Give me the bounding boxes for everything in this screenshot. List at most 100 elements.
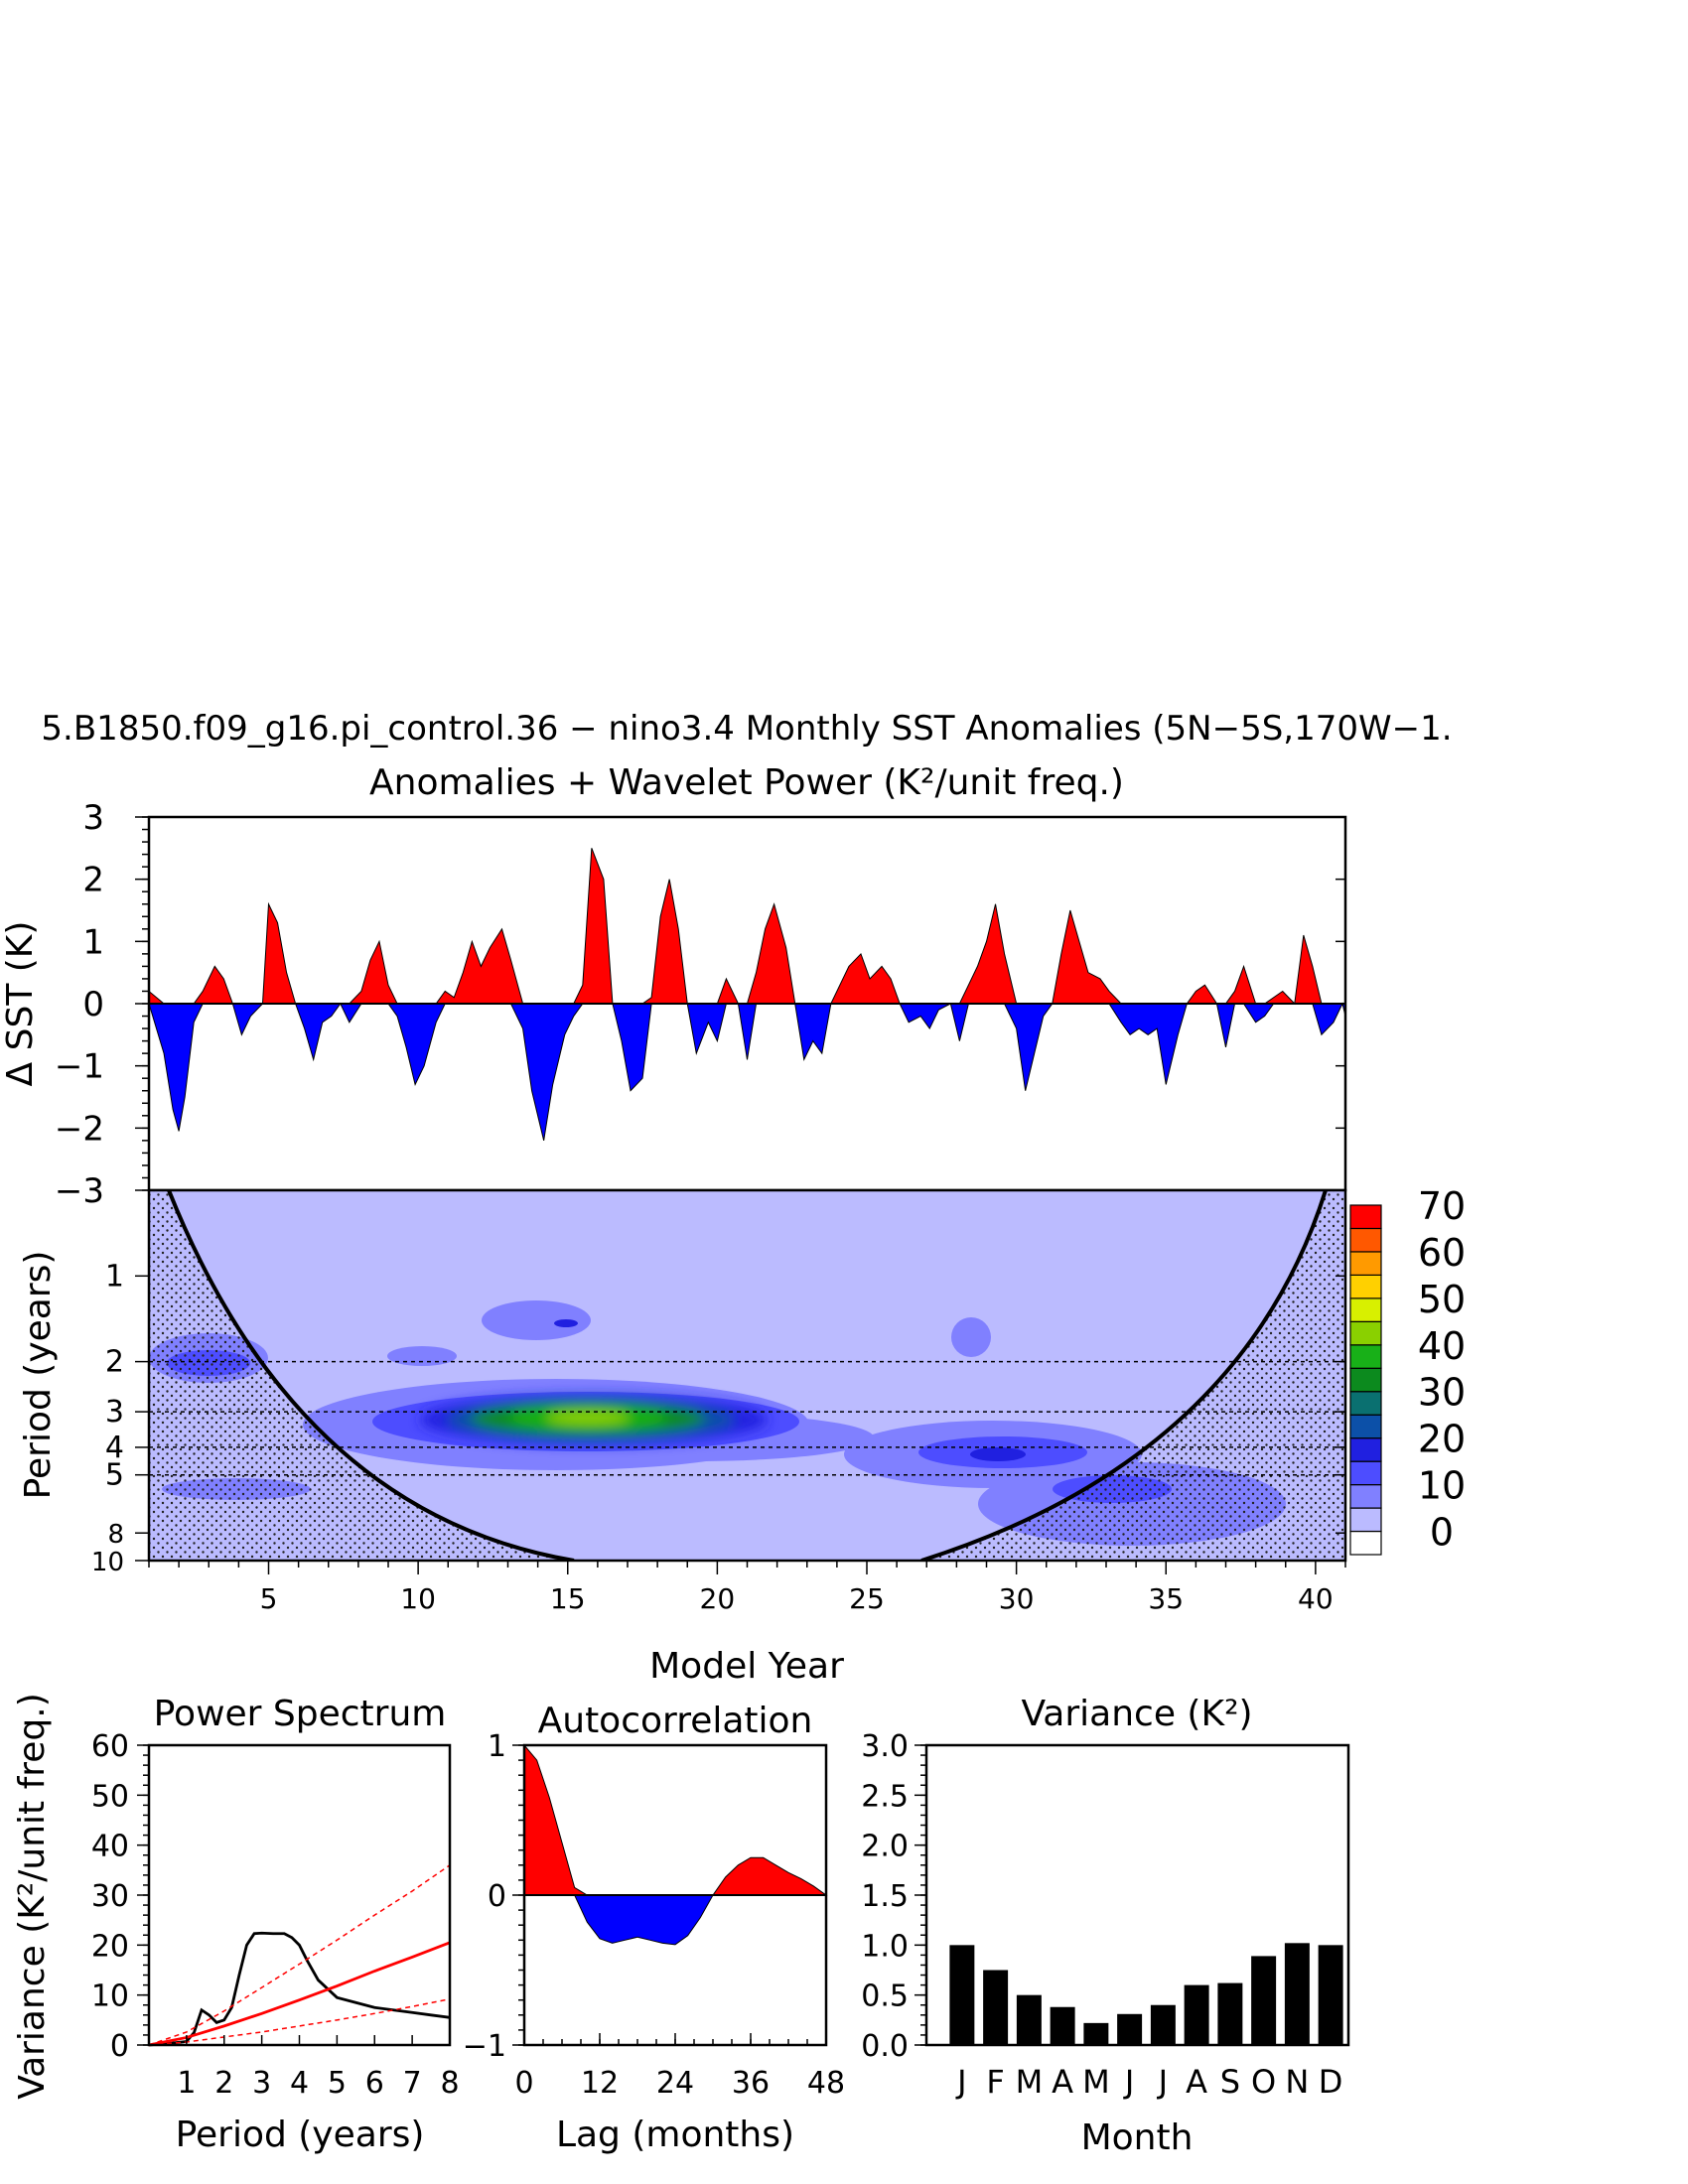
colorbar-swatch: [1349, 1204, 1382, 1230]
x-tick-label: 12: [581, 2066, 619, 2101]
x-tick-label: 25: [849, 1582, 885, 1615]
autocorrelation-ticks: 10−10 12 24 36 48: [463, 1729, 845, 2101]
colorbar-label: 60: [1418, 1231, 1466, 1275]
y-tick-label: 3: [105, 1395, 124, 1430]
sst-anomaly-panel: 3 2 1 0 −1 −2 −3 Δ SST (K): [0, 798, 1347, 1211]
wavelet-peak: [420, 1395, 768, 1444]
y-tick-label: 50: [91, 1779, 129, 1814]
autocorrelation-positive-area: [523, 1743, 828, 1896]
x-tick-label: A: [1052, 2063, 1073, 2101]
bar-A: [1184, 1984, 1209, 2045]
colorbar-swatch: [1349, 1251, 1382, 1277]
y-tick-label: 8: [107, 1520, 124, 1550]
x-tick-label: S: [1220, 2063, 1240, 2101]
y-tick-label: 2: [105, 1345, 124, 1380]
y-tick-label: −1: [55, 1047, 104, 1087]
y-tick-label: 5: [105, 1458, 124, 1493]
cone-of-influence-left: [149, 1190, 574, 1561]
x-tick-label: M: [1016, 2063, 1044, 2101]
sst-negative-area: [149, 1002, 1345, 1141]
bar-J: [949, 1945, 975, 2045]
spectrum-line-lower: [148, 1997, 451, 2046]
cone-of-influence-right: [921, 1190, 1345, 1561]
wavelet-x-label: Model Year: [649, 1646, 844, 1687]
x-tick-label: 48: [807, 2066, 845, 2101]
x-tick-label: 10: [400, 1582, 436, 1615]
bar-J: [1150, 2004, 1176, 2045]
x-tick-label: A: [1186, 2063, 1207, 2101]
y-tick-label: 2.0: [861, 1830, 909, 1864]
bar-M: [1016, 1994, 1042, 2045]
colorbar-swatch: [1349, 1530, 1382, 1556]
y-tick-label: 2: [82, 861, 104, 900]
contour-level-30: [970, 1447, 1026, 1461]
power-spectrum-ticks: 0 10 20 30 40 50 60 1 2 3 4 5 6 7 8: [91, 1729, 460, 2101]
autocorrelation-negative-area: [524, 1894, 826, 1946]
y-tick-label: −3: [55, 1171, 104, 1211]
autocorrelation-panel: 10−10 12 24 36 48 Autocorrelation Lag (month…: [463, 1701, 845, 2155]
x-tick-label: 2: [214, 2066, 233, 2101]
colorbar-swatch: [1349, 1460, 1382, 1486]
contour-level-10: [387, 1346, 457, 1366]
contour-level-10: [482, 1300, 591, 1340]
colorbar-label: 0: [1430, 1511, 1454, 1555]
colorbar-label: 20: [1418, 1418, 1466, 1461]
x-tick-label: 1: [177, 2066, 196, 2101]
x-tick-label: 7: [403, 2066, 422, 2101]
sst-y-label: Δ SST (K): [0, 921, 41, 1087]
cone-of-influence-line: [920, 1190, 1328, 1561]
x-tick-label: M: [1082, 2063, 1110, 2101]
figure-title: 5.B1850.f09_g16.pi_control.36 − nino3.4 …: [41, 709, 1452, 749]
x-tick-label: 35: [1148, 1582, 1184, 1615]
y-tick-label: 3.0: [861, 1729, 909, 1764]
y-tick-label: 40: [91, 1830, 129, 1864]
variance-x-label: Month: [1081, 2117, 1194, 2158]
y-tick-label: 30: [91, 1879, 129, 1914]
colorbar-swatch: [1349, 1320, 1382, 1346]
spectrum-line-upper: [148, 1864, 451, 2046]
autocorrelation-title: Autocorrelation: [538, 1701, 813, 1741]
x-tick-label: 6: [365, 2066, 384, 2101]
x-tick-label: D: [1319, 2063, 1343, 2101]
y-tick-label: −1: [463, 2029, 506, 2064]
variance-title: Variance (K²): [1021, 1694, 1252, 1734]
wavelet-y-label: Period (years): [18, 1251, 59, 1500]
bar-S: [1217, 1982, 1243, 2045]
contour-level-50: [546, 1411, 630, 1425]
power-spectrum-panel: 0 10 20 30 40 50 60 1 2 3 4 5 6 7 8 Power Spectrum Per…: [12, 1693, 460, 2155]
bar-F: [983, 1970, 1009, 2045]
x-tick-label: J: [955, 2063, 966, 2101]
y-tick-label: 10: [91, 1979, 129, 2014]
sst-positive-area: [149, 848, 1345, 1006]
colorbar-label: 10: [1418, 1464, 1466, 1508]
x-tick-label: 3: [252, 2066, 271, 2101]
x-tick-label: 8: [440, 2066, 459, 2101]
y-tick-label: 60: [91, 1729, 129, 1764]
colorbar-swatch: [1349, 1297, 1382, 1322]
y-tick-label: 4: [105, 1431, 124, 1465]
x-tick-label: 24: [656, 2066, 694, 2101]
x-tick-label: 5: [328, 2066, 347, 2101]
y-tick-label: 3: [82, 798, 104, 838]
x-tick-label: 40: [1298, 1582, 1334, 1615]
y-tick-label: 1.0: [861, 1929, 909, 1964]
y-tick-label: 0: [82, 985, 104, 1024]
colorbar-label: 70: [1418, 1184, 1466, 1228]
y-tick-label: −2: [55, 1109, 104, 1149]
significance-lines: [149, 1360, 1345, 1476]
colorbar-swatch: [1349, 1414, 1382, 1439]
x-tick-label: J: [1123, 2063, 1134, 2101]
colorbar-label: 50: [1418, 1278, 1466, 1321]
figure-subtitle: Anomalies + Wavelet Power (K²/unit freq.…: [369, 762, 1124, 803]
variance-ticks: 0.0 0.5 1.0 1.5 2.0 2.5 3.0: [861, 1729, 926, 2064]
x-tick-label: O: [1251, 2063, 1276, 2101]
x-tick-label: J: [1157, 2063, 1168, 2101]
contour-level-30: [554, 1319, 578, 1327]
bar-M: [1083, 2022, 1109, 2045]
colorbar-swatch: [1349, 1274, 1382, 1299]
power-spectrum-x-label: Period (years): [176, 2115, 425, 2155]
bar-D: [1318, 1945, 1343, 2045]
bar-O: [1251, 1956, 1277, 2045]
